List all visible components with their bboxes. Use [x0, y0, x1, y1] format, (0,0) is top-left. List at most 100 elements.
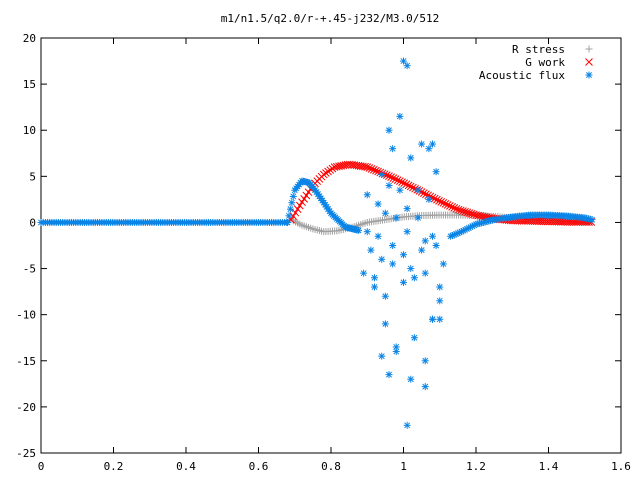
acoustic-flux-point: [381, 292, 389, 300]
g-work-point: [365, 164, 374, 172]
g-work-point: [298, 198, 306, 207]
x-tick-label: 0.4: [176, 460, 196, 473]
acoustic-flux-point: [436, 315, 444, 323]
acoustic-flux-point: [429, 140, 436, 148]
x-tick-label: 0.2: [104, 460, 124, 473]
acoustic-flux-point: [425, 195, 433, 203]
series-g-work: [287, 160, 596, 226]
acoustic-flux-point: [436, 283, 444, 291]
y-tick-label: 10: [23, 124, 36, 137]
g-work-point: [459, 207, 467, 215]
acoustic-flux-point: [400, 57, 407, 65]
acoustic-flux-point: [414, 214, 422, 222]
g-work-point: [387, 173, 396, 181]
g-work-point: [448, 203, 456, 211]
acoustic-flux-point: [403, 421, 411, 429]
x-tick-label: 0.8: [321, 460, 341, 473]
legend-label: R stress: [512, 43, 565, 56]
acoustic-flux-point: [403, 62, 411, 70]
acoustic-flux-point: [403, 228, 411, 236]
acoustic-flux-point: [378, 352, 386, 360]
acoustic-flux-point: [407, 265, 415, 273]
acoustic-flux-point: [389, 260, 397, 268]
acoustic-flux-point: [421, 237, 429, 245]
acoustic-flux-point: [400, 278, 407, 286]
chart-title: m1/n1.5/q2.0/r-+.45-j232/M3.0/512: [221, 12, 440, 25]
g-work-point: [443, 201, 452, 209]
series-acoustic-flux: [37, 57, 596, 429]
acoustic-flux-point: [421, 357, 429, 365]
acoustic-flux-point: [285, 212, 293, 220]
g-work-point: [304, 188, 313, 197]
acoustic-flux-point: [381, 209, 389, 217]
acoustic-flux-point: [385, 126, 393, 134]
y-tick-label: -10: [16, 309, 36, 322]
acoustic-flux-point: [429, 315, 436, 323]
acoustic-flux-point: [367, 246, 375, 254]
g-work-point: [430, 194, 439, 203]
g-work-point: [369, 165, 378, 174]
acoustic-flux-point: [407, 375, 415, 383]
g-work-point: [415, 187, 424, 195]
plot-frame: [40, 37, 622, 454]
g-work-point: [302, 191, 311, 200]
y-tick-label: -25: [16, 447, 36, 460]
y-tick-label: 0: [29, 216, 36, 229]
g-work-point: [400, 179, 409, 188]
g-work-point: [469, 210, 478, 219]
g-work-point: [382, 171, 391, 180]
y-tick-label: -15: [16, 355, 36, 368]
g-work-point: [372, 166, 380, 175]
acoustic-flux-point: [363, 228, 371, 236]
g-work-point: [465, 209, 474, 217]
g-work-point: [456, 206, 465, 215]
acoustic-flux-point: [436, 297, 444, 305]
g-work-point: [439, 199, 448, 207]
acoustic-flux-point: [381, 320, 389, 328]
g-work-point: [396, 177, 404, 185]
g-work-point: [432, 195, 441, 204]
acoustic-flux-point: [371, 283, 378, 291]
g-work-point: [295, 201, 304, 210]
g-work-point: [389, 174, 398, 182]
g-work-point: [463, 208, 472, 217]
acoustic-flux-point: [355, 226, 363, 234]
g-work-point: [367, 165, 376, 173]
acoustic-flux-point: [418, 246, 426, 254]
acoustic-flux-point: [385, 371, 393, 379]
x-tick-label: 1.4: [539, 460, 559, 473]
g-work-point: [361, 162, 369, 171]
acoustic-flux-point: [396, 186, 404, 194]
g-work-point: [291, 208, 300, 217]
acoustic-flux-point: [378, 170, 386, 178]
legend-label: Acoustic flux: [479, 69, 565, 82]
g-work-point: [467, 209, 476, 218]
g-work-point: [406, 182, 415, 191]
acoustic-flux-point: [392, 343, 400, 351]
g-work-point: [300, 194, 309, 203]
g-work-point: [404, 181, 413, 190]
acoustic-flux-point: [400, 251, 407, 259]
x-tick-label: 0: [38, 460, 45, 473]
g-work-point: [461, 207, 469, 216]
y-tick-label: 5: [29, 170, 36, 183]
legend-marker: [585, 71, 593, 79]
g-work-point: [402, 180, 411, 189]
acoustic-flux-point: [371, 274, 378, 282]
acoustic-flux-point: [410, 334, 418, 342]
acoustic-flux-point: [284, 218, 291, 226]
acoustic-flux-point: [286, 205, 294, 213]
legend-marker: [585, 45, 593, 53]
g-work-point: [452, 205, 461, 213]
acoustic-flux-point: [432, 168, 440, 176]
x-tick-label: 1.2: [466, 460, 486, 473]
x-tick-label: 1: [400, 460, 407, 473]
g-work-point: [441, 200, 450, 208]
acoustic-flux-point: [418, 140, 426, 148]
acoustic-flux-point: [289, 192, 297, 200]
data-marks: [37, 57, 596, 429]
y-tick-label: 20: [23, 32, 36, 45]
acoustic-flux-point: [363, 191, 371, 199]
